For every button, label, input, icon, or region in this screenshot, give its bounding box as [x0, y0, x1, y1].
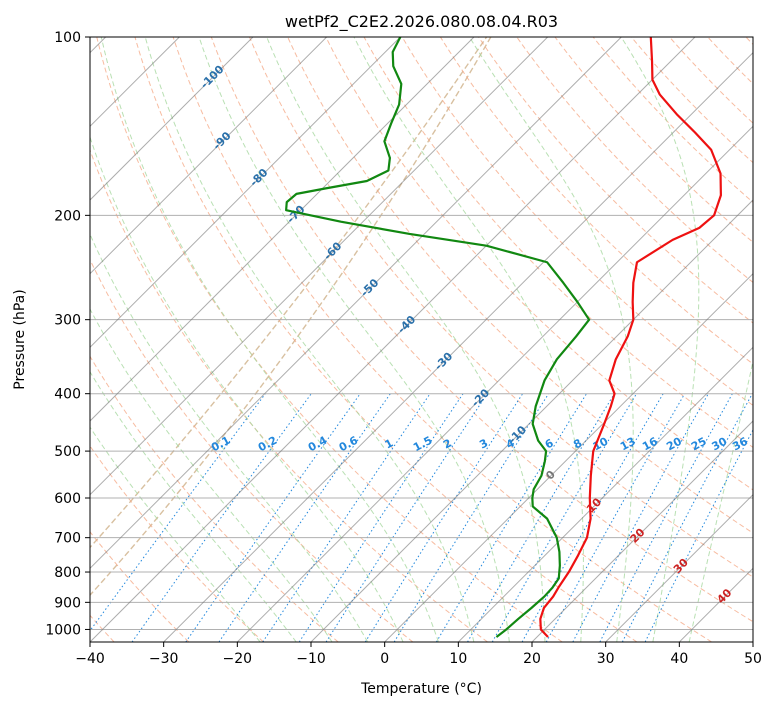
mixing-ratio-label: 13: [618, 435, 638, 454]
isotherm-gridline: [236, 125, 753, 642]
mixing-ratio-line: [572, 393, 709, 642]
mixing-ratio-line: [325, 393, 488, 642]
dry-adiabat: [90, 530, 190, 642]
mixing-ratio-label: 30: [710, 435, 730, 454]
pressure-gridlines: [90, 37, 753, 630]
x-axis-label: Temperature (°C): [360, 681, 482, 697]
isotherm-gridline: [90, 37, 475, 422]
isotherm-gridline: [384, 272, 753, 642]
dry-adiabat: [287, 37, 753, 534]
mixing-ratio-label: 16: [640, 435, 660, 454]
plot-background: [90, 37, 753, 642]
x-tick-label: −20: [223, 651, 253, 667]
x-tick-label: −10: [296, 651, 326, 667]
axis-ticks: −40 −30 −20 −10 0 10 20 30 40 50 100 200 300 400 500 60…: [45, 30, 762, 667]
dry-adiabat: [478, 37, 753, 324]
dry-adiabat: [363, 37, 753, 448]
isotherm-gridline: [457, 346, 753, 642]
isotherm-gridline: [90, 37, 549, 496]
isotherm-gridline: [531, 420, 753, 642]
isotherm-gridline: [90, 37, 328, 275]
x-tick-label: 30: [597, 651, 615, 667]
moist-adiabat: [144, 37, 475, 642]
isotherm-gridline: [605, 493, 753, 642]
moist-adiabat: [90, 135, 404, 642]
mixing-ratio-line: [467, 393, 615, 642]
chart-title: wetPf2_C2E2.2026.080.08.04.R03: [285, 12, 558, 32]
y-tick-label: 900: [54, 595, 81, 611]
isotherm-gridline: [90, 37, 401, 349]
isotherm-gridline: [163, 51, 753, 642]
dry-adiabat: [134, 37, 638, 642]
mixing-ratio-line: [545, 393, 686, 642]
isotherm-gridlines: [90, 37, 753, 642]
x-tick-label: −30: [149, 651, 179, 667]
moist-adiabat: [353, 37, 584, 642]
mixing-ratio-line: [131, 393, 312, 642]
plot-area: -100-90-80-70-60-50-40-30-20-10010203040…: [90, 37, 753, 642]
mixing-ratio-label: 20: [664, 435, 684, 454]
isotherm-gridline: [90, 37, 254, 201]
dry-adiabat: [516, 37, 753, 284]
dry-adiabat: [592, 37, 753, 203]
dry-adiabat: [90, 355, 339, 642]
mixing-ratio-line: [644, 428, 753, 642]
cross-curves: [90, 37, 492, 597]
mixing-ratio-line: [393, 393, 550, 642]
profile-series: [285, 37, 722, 638]
mixing-ratio-line: [491, 393, 637, 642]
moist-adiabat: [688, 358, 753, 642]
mixing-ratio-lines: [90, 393, 753, 642]
dry-adiabat: [90, 148, 488, 642]
isotherm-gridline: [310, 199, 753, 642]
mixing-ratio-line: [521, 393, 664, 642]
mixing-ratio-line: [435, 393, 587, 642]
x-tick-label: 10: [449, 651, 467, 667]
dry-adiabat: [172, 37, 712, 642]
isotherm-gridline: [90, 37, 622, 570]
moist-adiabat: [266, 37, 546, 642]
cross-curve: [90, 37, 488, 549]
mixing-ratio-label: 10: [591, 435, 611, 454]
y-tick-label: 400: [54, 387, 81, 403]
y-axis-label: Pressure (hPa): [12, 289, 28, 389]
y-tick-label: 700: [54, 531, 81, 547]
moist-adiabat: [198, 37, 510, 642]
x-tick-label: 20: [523, 651, 541, 667]
moist-adiabats: [90, 37, 753, 642]
x-tick-label: −40: [75, 651, 105, 667]
y-tick-label: 600: [54, 491, 81, 507]
x-tick-label: 0: [380, 651, 389, 667]
mixing-ratio-label: 36: [730, 435, 750, 454]
y-tick-label: 800: [54, 565, 81, 581]
y-tick-label: 300: [54, 313, 81, 329]
plot-frame: [89, 36, 754, 643]
cross-curve: [90, 37, 492, 597]
y-tick-label: 500: [54, 444, 81, 460]
dewpoint-line: [285, 37, 591, 638]
y-tick-label: 100: [54, 30, 81, 46]
x-tick-label: 50: [744, 651, 762, 667]
moist-adiabat: [90, 233, 369, 642]
temperature-line: [539, 37, 722, 638]
x-tick-label: 40: [670, 651, 688, 667]
mixing-ratio-line: [262, 393, 431, 642]
mixing-ratio-label: 25: [689, 435, 709, 454]
moist-adiabat: [620, 37, 700, 642]
mixing-ratio-line: [364, 393, 524, 642]
moist-adiabat: [90, 308, 333, 642]
mixing-ratio-line: [298, 393, 464, 642]
y-tick-label: 200: [54, 208, 81, 224]
y-tick-label: 1000: [45, 622, 81, 638]
isotherm-gridline: [90, 37, 696, 642]
moist-adiabat: [90, 426, 261, 642]
dry-adiabat: [210, 37, 753, 623]
dry-adiabat: [401, 37, 753, 406]
moist-adiabat: [100, 37, 439, 642]
